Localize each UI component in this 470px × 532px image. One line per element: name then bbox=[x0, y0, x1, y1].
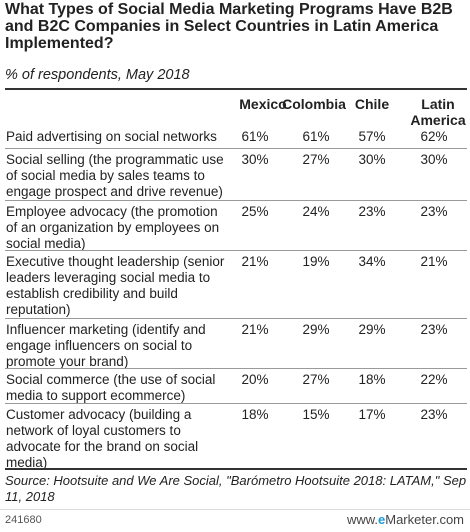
table-cell: 30% bbox=[420, 152, 448, 167]
top-rule bbox=[5, 88, 467, 90]
table-cell: 29% bbox=[302, 322, 330, 337]
bottom-rule bbox=[5, 468, 467, 470]
table-cell: 19% bbox=[302, 254, 330, 269]
table-cell: 30% bbox=[241, 152, 269, 167]
brand-e: e bbox=[378, 512, 386, 527]
row-divider bbox=[5, 368, 467, 369]
source-note: Source: Hootsuite and We Are Social, "Ba… bbox=[5, 473, 467, 504]
row-divider bbox=[5, 148, 467, 149]
table-cell: 15% bbox=[302, 407, 330, 422]
column-header: Colombia bbox=[282, 96, 346, 112]
table-cell: 23% bbox=[358, 204, 386, 219]
table-cell: 29% bbox=[358, 322, 386, 337]
table-cell: 23% bbox=[420, 204, 448, 219]
chart-subtitle: % of respondents, May 2018 bbox=[5, 67, 190, 83]
table-cell: 21% bbox=[241, 254, 269, 269]
table-cell: 25% bbox=[241, 204, 269, 219]
table-cell: 23% bbox=[420, 322, 448, 337]
row-divider bbox=[5, 318, 467, 319]
table-cell: 23% bbox=[420, 407, 448, 422]
table-cell: 21% bbox=[420, 254, 448, 269]
table-cell: 20% bbox=[241, 372, 269, 387]
brand-logo[interactable]: www.eMarketer.com bbox=[347, 512, 464, 527]
chart-id: 241680 bbox=[5, 514, 42, 526]
row-divider bbox=[5, 200, 467, 201]
table-cell: 57% bbox=[358, 129, 386, 144]
table-cell: 27% bbox=[302, 372, 330, 387]
table-cell: 18% bbox=[241, 407, 269, 422]
row-label: Influencer marketing (identify and engag… bbox=[6, 322, 206, 369]
table-cell: 27% bbox=[302, 152, 330, 167]
row-label: Executive thought leadership (senior lea… bbox=[6, 254, 225, 317]
table-cell: 24% bbox=[302, 204, 330, 219]
table-cell: 30% bbox=[358, 152, 386, 167]
table-cell: 21% bbox=[241, 322, 269, 337]
table-cell: 62% bbox=[420, 129, 448, 144]
table-cell: 18% bbox=[358, 372, 386, 387]
row-label: Employee advocacy (the promotion of an o… bbox=[6, 204, 220, 251]
chart-title: What Types of Social Media Marketing Pro… bbox=[5, 1, 453, 52]
table-cell: 22% bbox=[420, 372, 448, 387]
column-header: Chile bbox=[354, 96, 390, 112]
table-cell: 61% bbox=[302, 129, 330, 144]
row-label: Customer advocacy (building a network of… bbox=[6, 407, 199, 470]
row-label: Social commerce (the use of social media… bbox=[6, 372, 216, 403]
brand-prefix: www. bbox=[346, 512, 379, 527]
row-label: Paid advertising on social networks bbox=[6, 129, 217, 144]
footer: 241680 www.eMarketer.com bbox=[0, 509, 470, 532]
row-divider bbox=[5, 403, 467, 404]
row-label: Social selling (the programmatic use of … bbox=[6, 152, 224, 199]
column-header: Mexico bbox=[239, 96, 287, 112]
row-divider bbox=[5, 250, 467, 251]
brand-suffix: .com bbox=[435, 512, 464, 527]
column-header: Latin America bbox=[410, 96, 466, 128]
table-cell: 34% bbox=[358, 254, 386, 269]
table-cell: 61% bbox=[241, 129, 269, 144]
table-cell: 17% bbox=[358, 407, 386, 422]
brand-name: Marketer bbox=[385, 512, 436, 527]
